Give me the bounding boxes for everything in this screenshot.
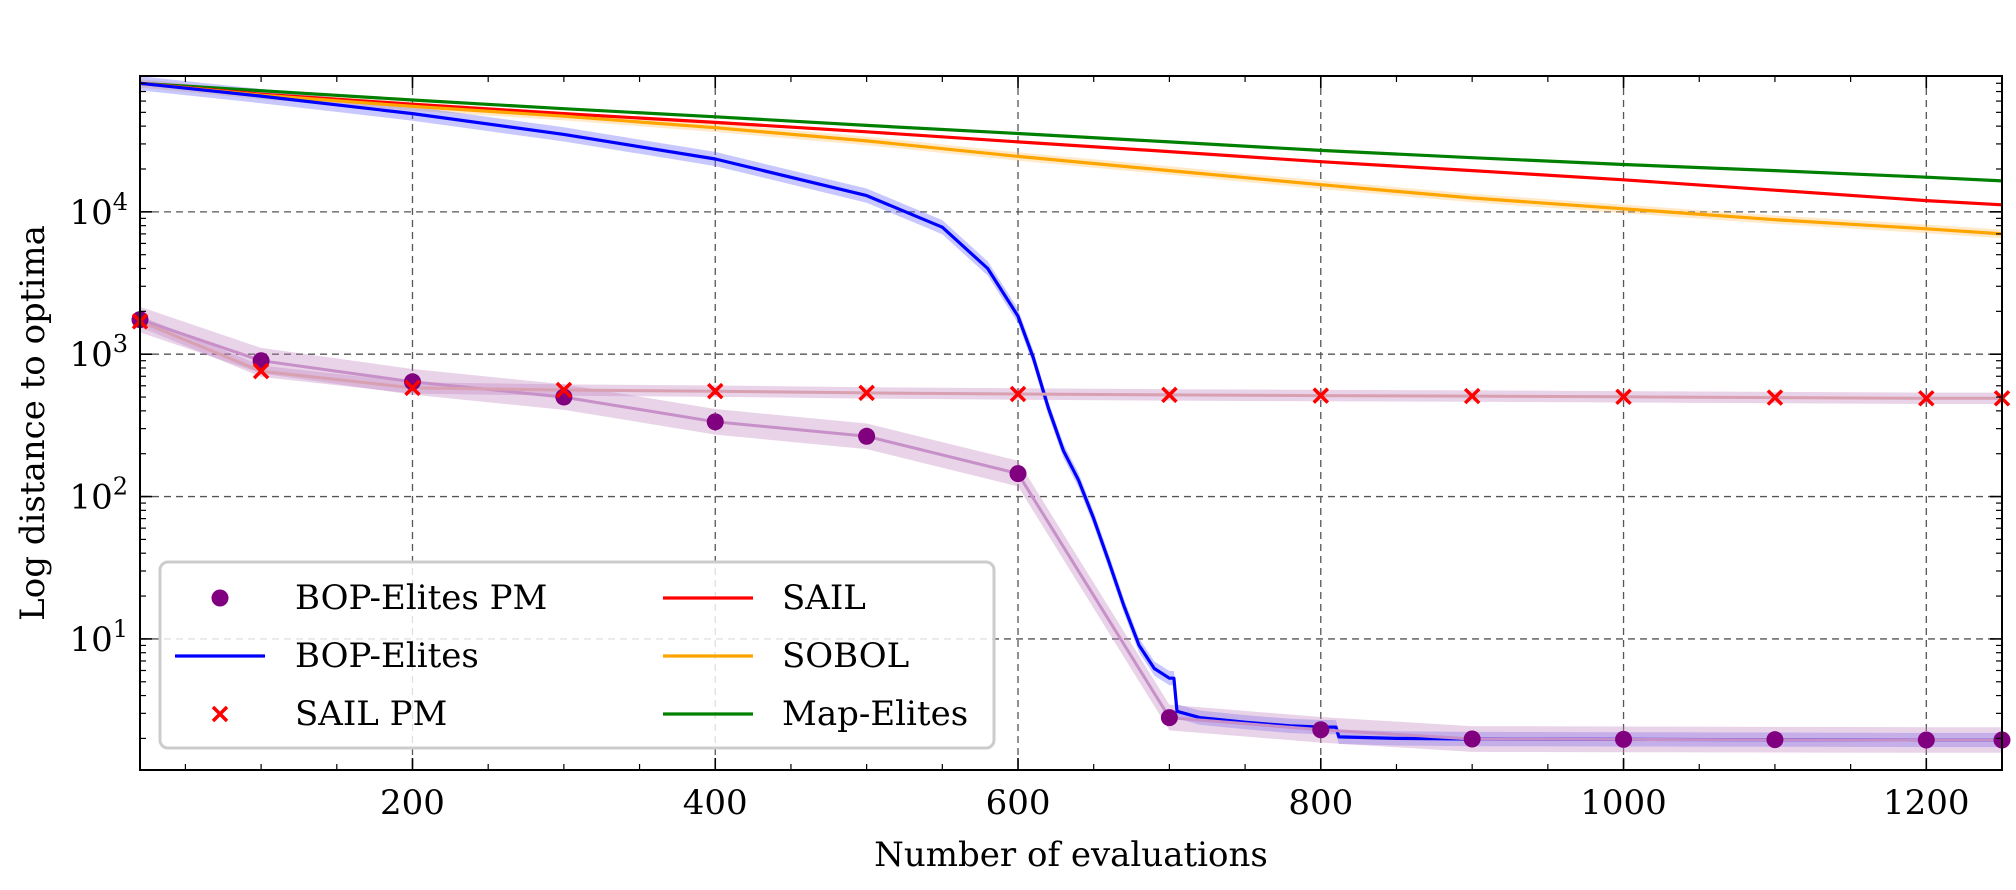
x-tick-label: 600 bbox=[986, 783, 1051, 823]
series-line bbox=[139, 81, 2002, 742]
x-tick-label: 1200 bbox=[1883, 783, 1970, 823]
x-tick-label: 800 bbox=[1288, 783, 1353, 823]
confidence-band bbox=[140, 315, 2002, 404]
data-point bbox=[1615, 730, 1633, 748]
x-tick-label: 1000 bbox=[1580, 783, 1667, 823]
legend-label: SAIL bbox=[782, 578, 866, 618]
legend-label: Map-Elites bbox=[782, 694, 968, 734]
data-point bbox=[1615, 388, 1632, 406]
series-line bbox=[139, 81, 2003, 207]
series-line bbox=[139, 318, 2002, 742]
axis-ticks: 200 400 600 800 1000 1200 101 102 103 104 bbox=[69, 75, 2003, 823]
y-tick-label: 103 bbox=[69, 330, 128, 375]
series-line bbox=[139, 320, 2002, 400]
data-point bbox=[1463, 730, 1481, 748]
data-point bbox=[707, 382, 724, 400]
y-tick-label: 104 bbox=[69, 188, 128, 233]
legend-marker bbox=[211, 589, 229, 607]
legend-label: BOP-Elites bbox=[295, 636, 479, 676]
data-point bbox=[858, 427, 876, 445]
legend-box bbox=[158, 560, 996, 750]
data-point bbox=[1160, 709, 1178, 727]
legend-label: SOBOL bbox=[782, 636, 909, 676]
x-tick-label: 200 bbox=[380, 783, 445, 823]
data-point bbox=[1766, 389, 1784, 406]
series-line bbox=[139, 81, 2003, 183]
data-point bbox=[1009, 385, 1027, 403]
data-point bbox=[1918, 390, 1935, 407]
data-point bbox=[1312, 387, 1330, 404]
x-tick-label: 400 bbox=[683, 783, 748, 823]
data-point bbox=[1312, 721, 1330, 739]
series-lines bbox=[139, 81, 2003, 742]
legend-label: BOP-Elites PM bbox=[295, 578, 547, 618]
data-point bbox=[858, 384, 875, 402]
data-point bbox=[404, 379, 421, 397]
y-tick-label: 102 bbox=[69, 473, 128, 518]
data-point bbox=[252, 362, 270, 380]
data-point bbox=[706, 413, 724, 431]
series-line bbox=[139, 81, 2003, 236]
y-axis-label: Log distance to optima bbox=[13, 225, 53, 621]
data-point bbox=[1917, 731, 1935, 749]
x-axis-label: Number of evaluations bbox=[874, 835, 1268, 875]
plot-frame bbox=[139, 75, 2003, 771]
data-point bbox=[1009, 465, 1027, 483]
y-tick-label: 101 bbox=[69, 615, 128, 660]
data-point bbox=[555, 381, 573, 399]
legend: BOP-Elites PM BOP-Elites SAIL PM SAIL SOBOL M… bbox=[158, 560, 996, 750]
legend-label: SAIL PM bbox=[295, 694, 447, 734]
data-point bbox=[1463, 387, 1481, 405]
data-point bbox=[1161, 386, 1178, 404]
legend-marker bbox=[211, 705, 229, 723]
data-point bbox=[1766, 731, 1784, 749]
